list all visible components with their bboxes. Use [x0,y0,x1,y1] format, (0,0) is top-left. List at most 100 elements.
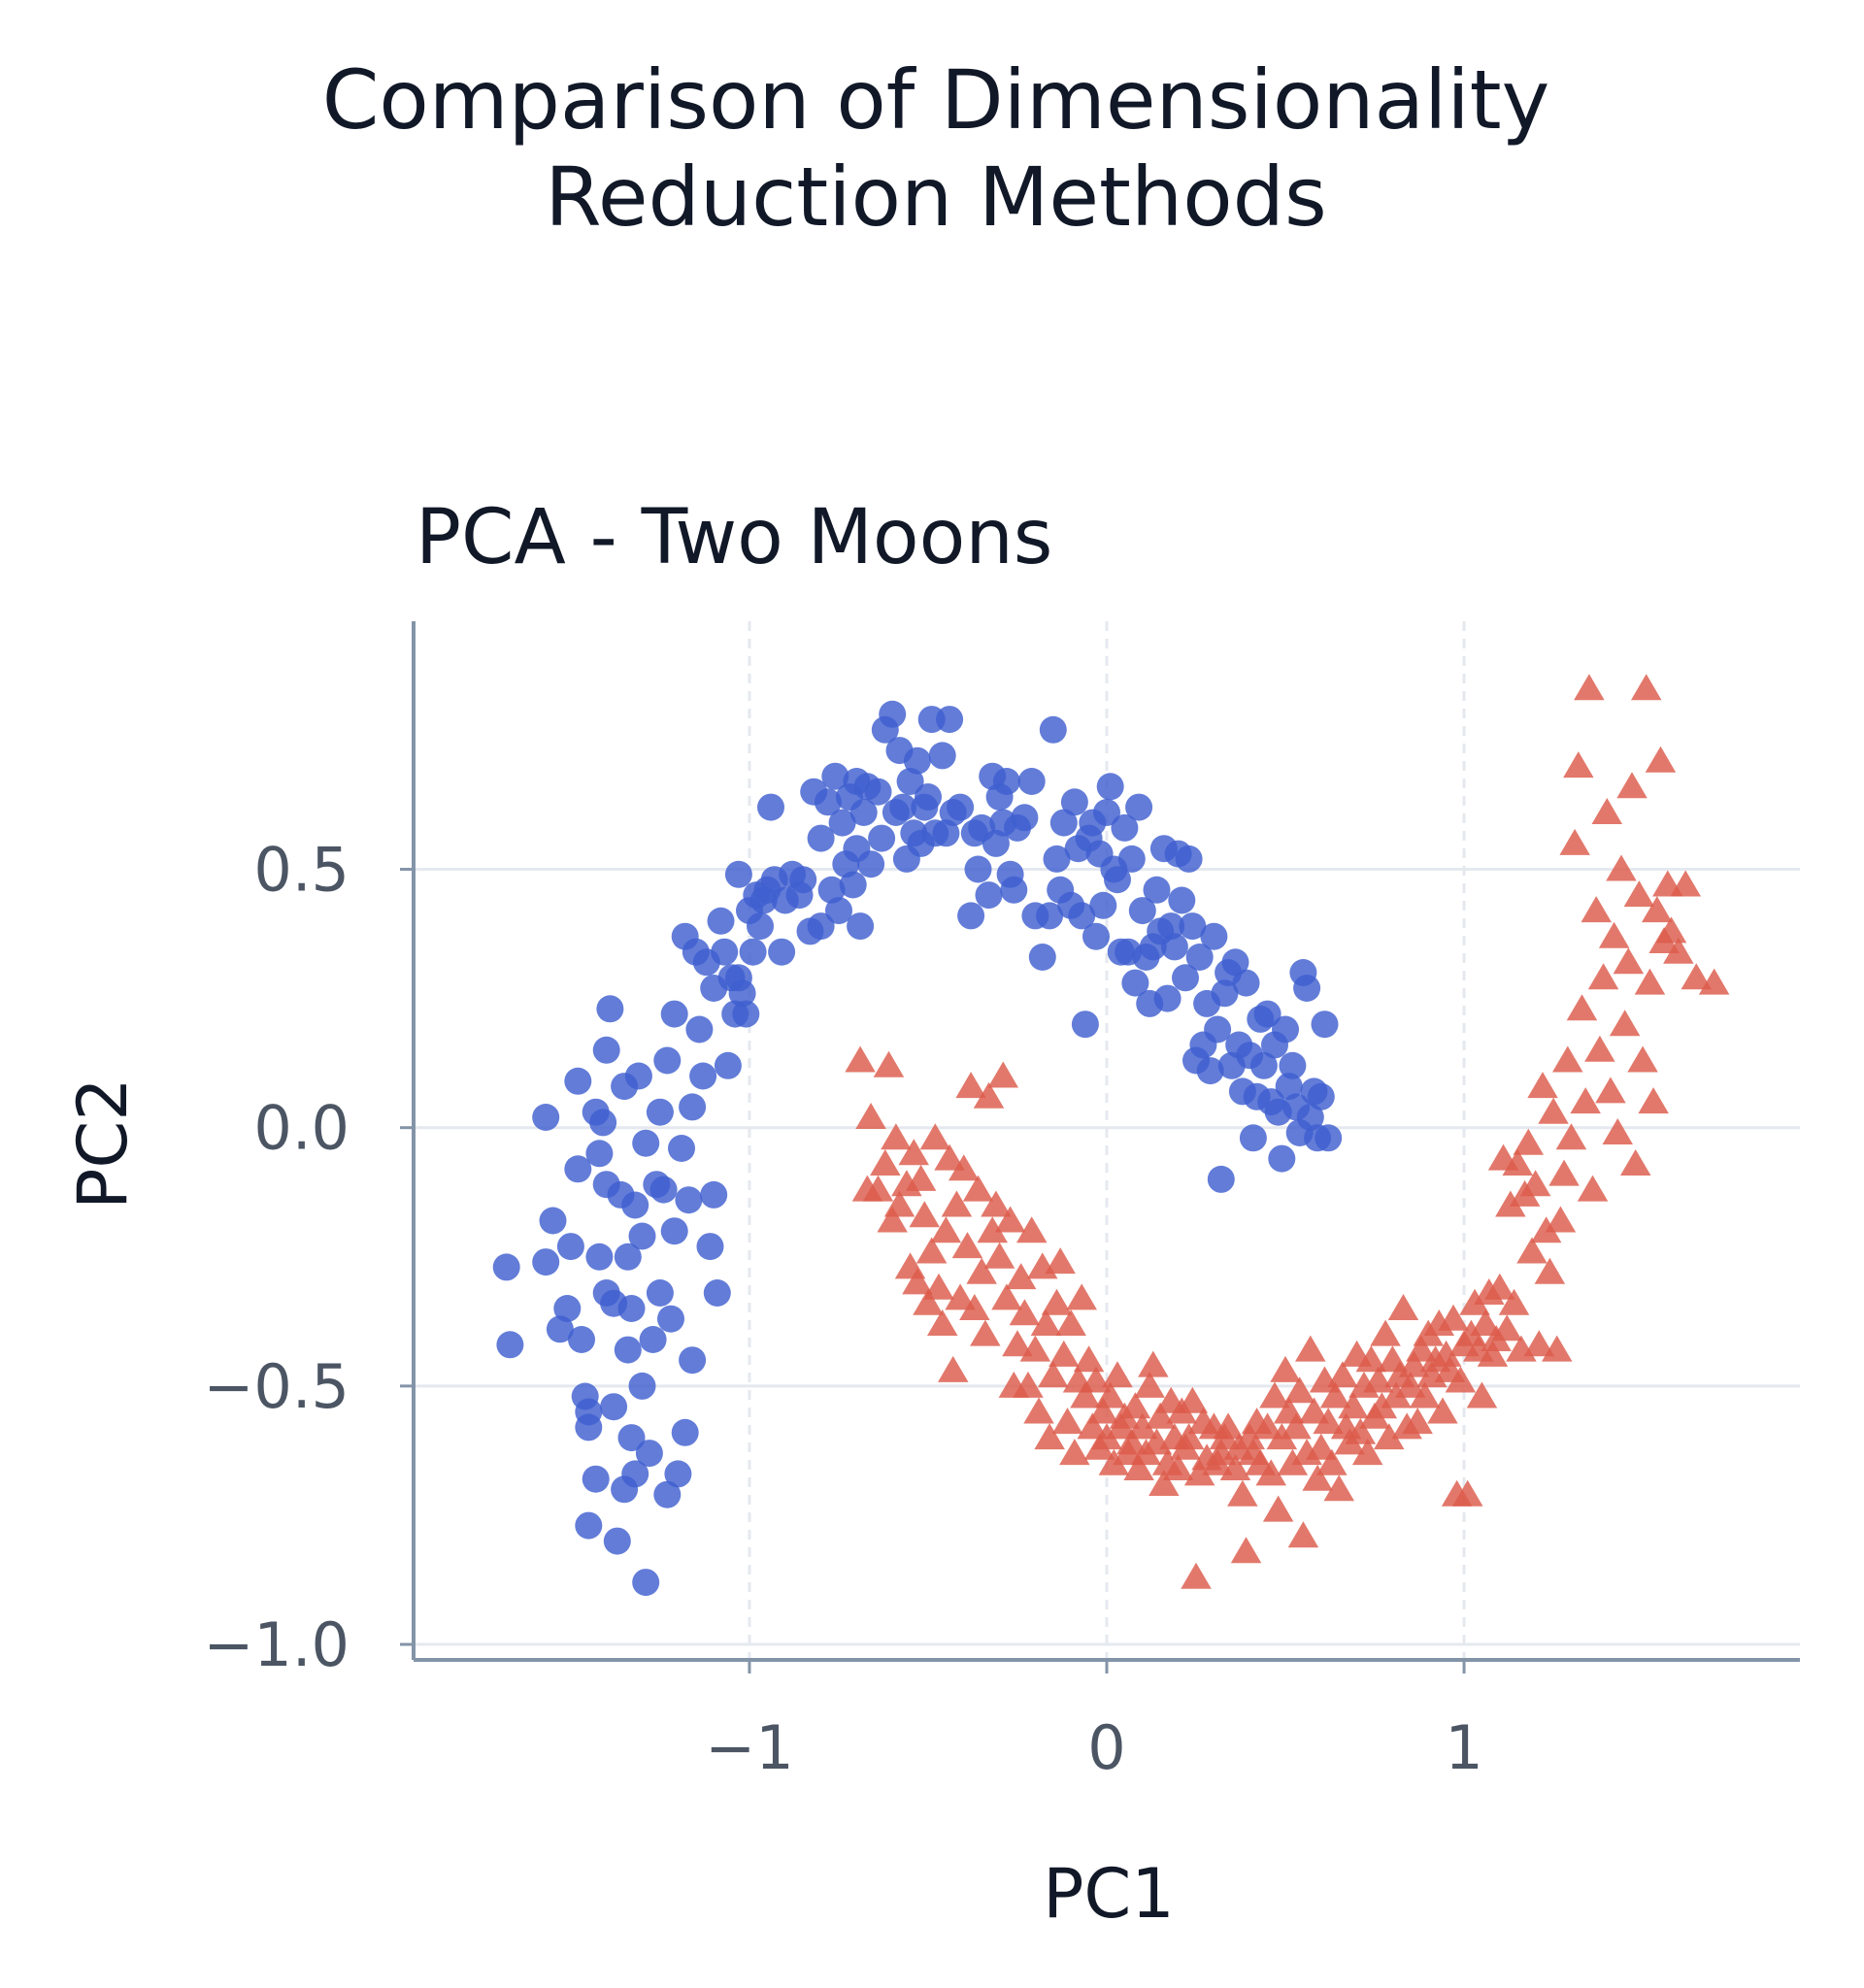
y-tick-label-0: 0.5 [253,835,350,906]
series-b-point-127 [1323,1474,1354,1502]
x-tick-label-2: 1 [1445,1712,1482,1783]
series-a-point-154 [1071,1011,1099,1039]
series-a-point-193 [1211,979,1239,1008]
series-a-point-149 [1049,809,1078,837]
series-a-point-189 [1196,1057,1224,1085]
series-b-point-25 [949,1154,980,1181]
series-b-point-38 [994,1206,1026,1233]
series-a-point-141 [1011,804,1039,832]
series-b-point-31 [970,1319,1001,1346]
series-a-point-184 [1179,912,1207,941]
series-b-point-54 [1051,1408,1083,1435]
series-a-point-128 [957,902,985,930]
series-b-point-103 [1234,1423,1265,1450]
series-b-point-8 [883,1190,915,1217]
series-a-point-222 [1315,1124,1343,1152]
series-b-point-147 [1395,1371,1426,1398]
series-b-point-26 [951,1232,983,1259]
series-a-point-211 [1275,1073,1303,1101]
series-a-point-35 [621,1460,649,1488]
series-b-point-102 [1230,1537,1262,1564]
chart-title-line-2: Reduction Methods [545,149,1326,245]
series-b-point-188 [1542,1335,1573,1362]
series-a-point-115 [896,768,924,795]
series-b-point-209 [1616,772,1648,799]
series-b-point-211 [1623,880,1655,908]
series-a-point-23 [596,995,624,1023]
series-a-point-52 [664,1460,692,1488]
series-b-point-121 [1302,1464,1333,1491]
series-a-point-204 [1249,1051,1278,1079]
series-b-point-151 [1409,1381,1441,1408]
series-b-point-81 [1148,1470,1180,1496]
series-b-point-89 [1177,1386,1209,1413]
series-a-point-132 [975,881,1003,910]
series-b-point-213 [1631,674,1662,701]
series-b-point-34 [981,1190,1012,1217]
series-b-point-107 [1251,1412,1283,1440]
series-a-point-58 [679,1346,707,1375]
series-a-point-50 [660,1217,688,1245]
series-b-point-59 [1070,1381,1101,1408]
series-a-point-181 [1168,886,1196,914]
series-a-point-108 [868,824,896,852]
series-a-point-84 [768,938,796,966]
series-a-point-40 [632,1569,660,1597]
series-b-point-133 [1345,1417,1377,1444]
series-b-point-101 [1227,1479,1258,1507]
series-b-point-23 [941,1190,973,1217]
series-b-point-53 [1048,1340,1080,1367]
series-a-point-190 [1200,922,1228,950]
series-a-point-210 [1272,1015,1299,1044]
series-b-point-66 [1094,1381,1126,1408]
series-b-point-32 [973,1081,1005,1109]
series-a-point-67 [707,907,735,935]
series-a-point-33 [617,1424,646,1452]
series-b-point-45 [1019,1335,1051,1362]
series-b-point-208 [1613,947,1645,975]
series-a-point-39 [632,1129,660,1157]
series-b-point-60 [1073,1345,1105,1373]
series-b-point-74 [1123,1454,1154,1480]
series-b-point-75 [1127,1412,1158,1440]
series-b-point-110 [1262,1495,1294,1522]
series-b-point-73 [1119,1392,1151,1419]
series-a-point-161 [1096,773,1124,801]
series-a-point-139 [1000,876,1028,904]
series-b-point-24 [945,1283,976,1310]
series-b-point-42 [1009,1299,1041,1326]
chart-subtitle: PCA - Two Moons [416,494,1052,581]
series-b-point-52 [1045,1247,1076,1275]
series-b-point-65 [1091,1423,1122,1450]
series-a-point-104 [849,799,878,826]
series-a-point-79 [747,912,774,941]
series-b-point-29 [962,1175,994,1202]
series-b-point-56 [1059,1439,1090,1466]
series-a-point-153 [1068,902,1096,930]
series-b-point-98 [1213,1412,1244,1440]
series-a-point-14 [575,1511,603,1540]
series-a-point-196 [1221,948,1249,977]
series-a-point-220 [1307,1082,1335,1110]
series-b-point-195 [1566,994,1598,1021]
series-b-point-163 [1452,1479,1483,1507]
series-b-point-200 [1584,1035,1615,1062]
chart-title-line-1: Comparison of Dimensionality [322,52,1550,148]
series-b-point-190 [1548,1159,1580,1186]
series-b-point-187 [1538,1097,1569,1124]
series-a-point-92 [807,824,835,852]
series-b-point-91 [1183,1459,1215,1486]
series-b-point-58 [1066,1283,1097,1310]
y-tick-label-3: −1.0 [203,1609,350,1680]
series-a-point-167 [1117,845,1146,873]
series-a-point-168 [1121,969,1149,997]
series-b-point-13 [905,1164,937,1191]
series-b-point-193 [1559,828,1590,855]
series-a-point-8 [564,1067,592,1095]
series-a-point-82 [757,793,784,821]
series-a-point-57 [679,1093,707,1121]
series-b-point-43 [1013,1371,1044,1398]
series-b-point-198 [1577,1175,1609,1202]
series-b-point-18 [923,1273,954,1300]
